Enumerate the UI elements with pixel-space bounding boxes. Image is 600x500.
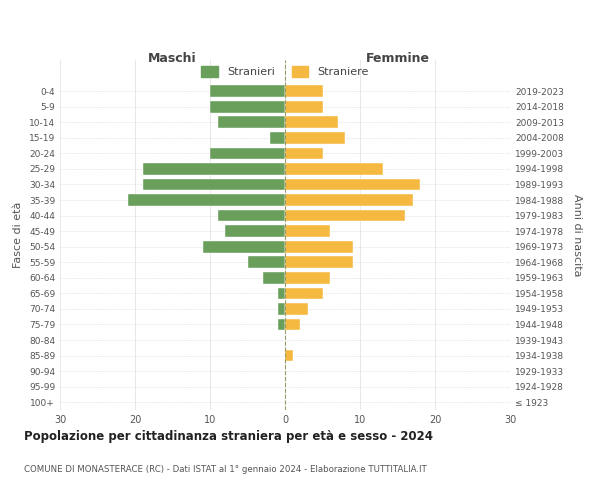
Bar — [277, 288, 285, 299]
Bar — [285, 288, 323, 299]
Bar — [285, 132, 345, 143]
Bar — [285, 241, 353, 252]
Bar — [285, 226, 330, 237]
Bar — [210, 148, 285, 159]
Bar — [225, 226, 285, 237]
Bar — [248, 256, 285, 268]
Y-axis label: Anni di nascita: Anni di nascita — [572, 194, 583, 276]
Bar — [285, 350, 293, 362]
Bar — [285, 163, 383, 174]
Bar — [285, 101, 323, 112]
Bar — [285, 148, 323, 159]
Bar — [285, 318, 300, 330]
Text: COMUNE DI MONASTERACE (RC) - Dati ISTAT al 1° gennaio 2024 - Elaborazione TUTTIT: COMUNE DI MONASTERACE (RC) - Dati ISTAT … — [24, 465, 427, 474]
Bar — [210, 101, 285, 112]
Text: Femmine: Femmine — [365, 52, 430, 64]
Bar — [285, 116, 337, 128]
Bar — [203, 241, 285, 252]
Bar — [285, 256, 353, 268]
Bar — [270, 132, 285, 143]
Text: Popolazione per cittadinanza straniera per età e sesso - 2024: Popolazione per cittadinanza straniera p… — [24, 430, 433, 443]
Legend: Stranieri, Straniere: Stranieri, Straniere — [202, 66, 368, 77]
Bar — [285, 303, 308, 314]
Bar — [285, 210, 405, 222]
Bar — [285, 272, 330, 283]
Bar — [143, 178, 285, 190]
Bar — [285, 194, 413, 206]
Text: Maschi: Maschi — [148, 52, 197, 64]
Y-axis label: Fasce di età: Fasce di età — [13, 202, 23, 268]
Bar — [210, 86, 285, 97]
Bar — [285, 86, 323, 97]
Bar — [128, 194, 285, 206]
Bar — [285, 178, 420, 190]
Bar — [277, 318, 285, 330]
Bar — [218, 116, 285, 128]
Bar — [143, 163, 285, 174]
Bar — [277, 303, 285, 314]
Bar — [263, 272, 285, 283]
Bar — [218, 210, 285, 222]
